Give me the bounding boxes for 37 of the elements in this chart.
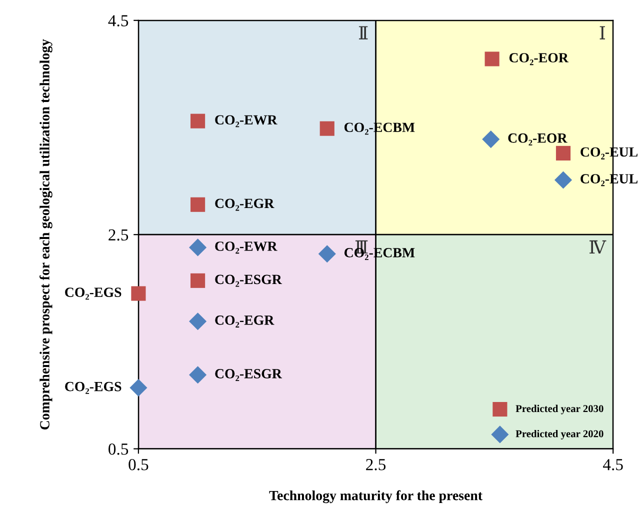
annotation: CO₂-EWR: [215, 242, 278, 254]
x-tick-label: 4.5: [602, 459, 623, 470]
point: [556, 146, 571, 160]
y-tick-label: 2.5: [108, 229, 128, 241]
point: [482, 130, 500, 148]
legend-label: Predicted year 2020: [516, 430, 604, 440]
annotation: Ⅰ: [600, 26, 605, 40]
point: [130, 378, 148, 397]
point: [190, 273, 206, 288]
annotation: CO₂-EGR: [215, 198, 274, 211]
point: [190, 197, 206, 212]
x-tick-label: 2.5: [366, 459, 386, 470]
point: [189, 366, 207, 384]
annotation: CO₂-ESGR: [215, 274, 282, 287]
x-tick-label: 0.5: [128, 459, 148, 470]
annotation: CO₂-EGS: [65, 382, 122, 394]
point: [190, 114, 206, 128]
annotation: CO₂-EOR: [509, 53, 569, 66]
point: [189, 312, 207, 330]
annotation: Ⅳ: [590, 240, 606, 254]
annotation: CO₂-ESGR: [215, 369, 282, 382]
point: [554, 171, 572, 189]
point: [484, 52, 500, 66]
point: [318, 245, 336, 263]
y-tick-label: 4.5: [108, 15, 128, 26]
y-tick-label: 0.5: [108, 444, 128, 455]
point: [131, 286, 146, 301]
legend-label: Predicted year 2030: [516, 404, 604, 414]
annotation: CO₂-EOR: [508, 133, 568, 146]
x-axis-title: Technology maturity for the present: [269, 490, 482, 504]
point: [189, 238, 207, 256]
annotation: Ⅱ: [358, 26, 368, 40]
annotation: CO₂-EGR: [215, 315, 274, 328]
annotation: CO₂-EWR: [215, 115, 278, 128]
point: [320, 121, 334, 136]
y-axis-title: Comprehensive prospect for each geological utilization technology: [40, 39, 52, 430]
annotation: CO₂-EGS: [65, 288, 122, 300]
